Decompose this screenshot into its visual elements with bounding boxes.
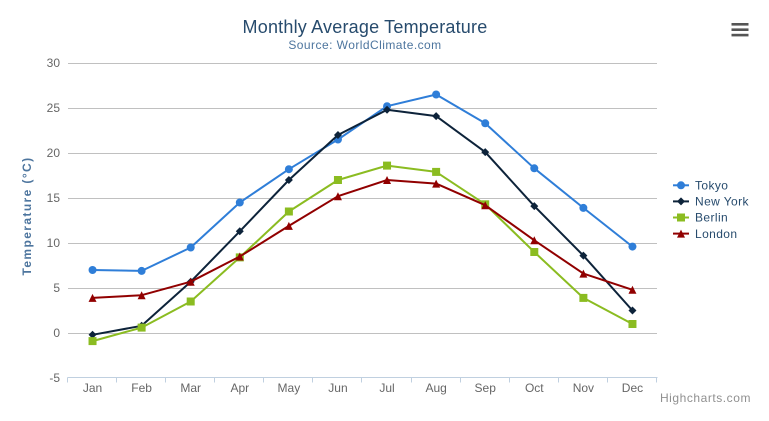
svg-text:Feb: Feb — [131, 381, 152, 395]
svg-text:Source: WorldClimate.com: Source: WorldClimate.com — [288, 38, 441, 52]
svg-text:Mar: Mar — [180, 381, 201, 395]
svg-text:5: 5 — [53, 281, 60, 295]
svg-text:Dec: Dec — [622, 381, 643, 395]
svg-text:Apr: Apr — [230, 381, 249, 395]
svg-text:London: London — [695, 227, 737, 241]
svg-text:Tokyo: Tokyo — [695, 179, 728, 193]
svg-text:Nov: Nov — [573, 381, 594, 395]
svg-text:Jul: Jul — [379, 381, 394, 395]
svg-text:Highcharts.com: Highcharts.com — [660, 391, 751, 405]
svg-text:Monthly Average Temperature: Monthly Average Temperature — [243, 17, 488, 37]
svg-text:20: 20 — [47, 146, 61, 160]
svg-text:Oct: Oct — [525, 381, 544, 395]
svg-text:Jun: Jun — [328, 381, 347, 395]
svg-text:0: 0 — [53, 326, 60, 340]
svg-text:Sep: Sep — [475, 381, 497, 395]
svg-text:Aug: Aug — [425, 381, 446, 395]
svg-text:30: 30 — [47, 56, 61, 70]
svg-text:15: 15 — [47, 191, 61, 205]
svg-text:New York: New York — [695, 195, 749, 209]
svg-text:10: 10 — [47, 236, 61, 250]
svg-text:Berlin: Berlin — [695, 211, 728, 225]
svg-text:Temperature (°C): Temperature (°C) — [20, 157, 34, 276]
svg-text:-5: -5 — [49, 371, 60, 385]
svg-text:May: May — [278, 381, 301, 395]
svg-text:25: 25 — [47, 101, 61, 115]
svg-text:Jan: Jan — [83, 381, 102, 395]
